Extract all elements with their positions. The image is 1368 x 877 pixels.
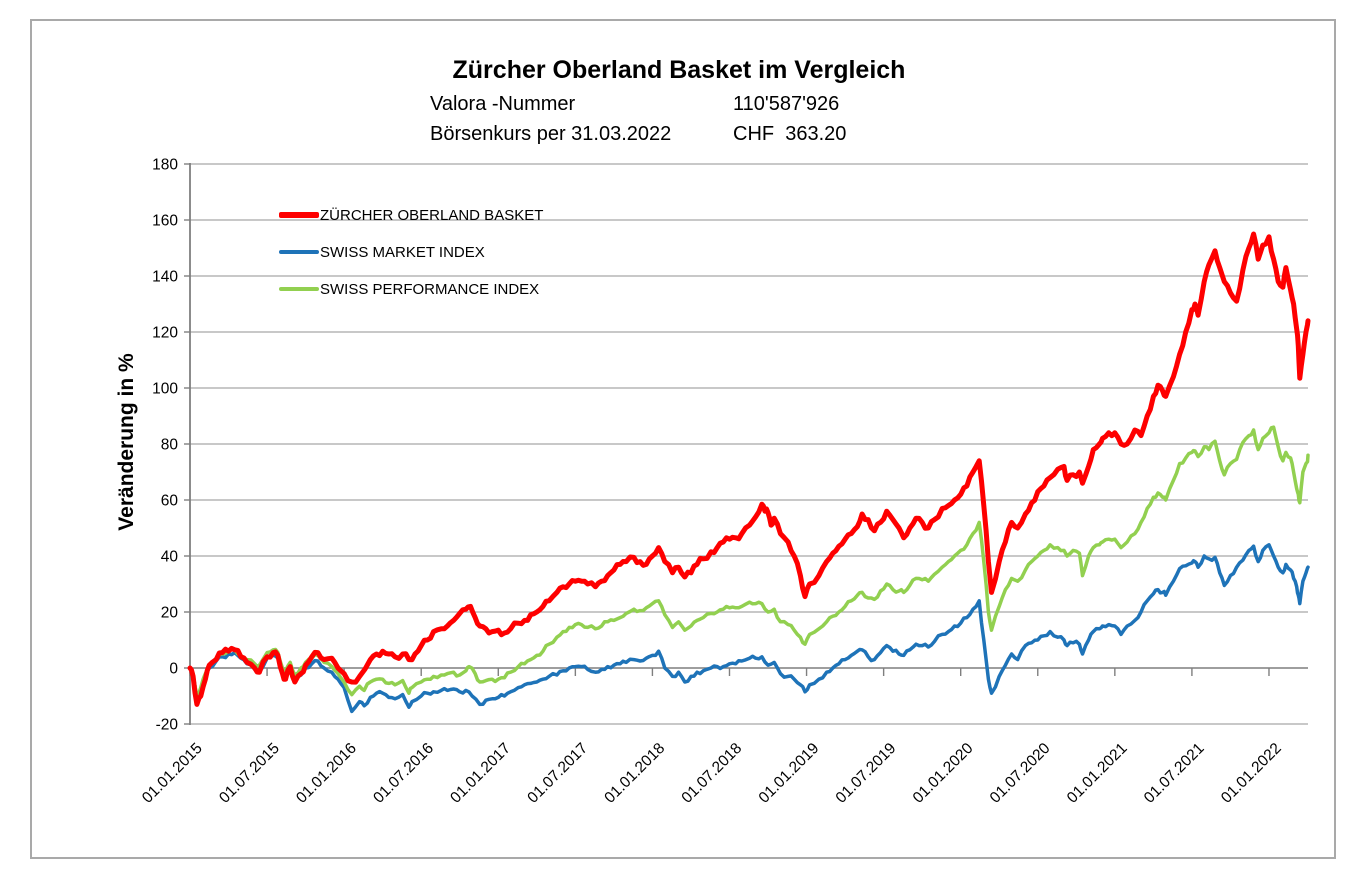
x-tick-label: 01.07.2021 (1141, 740, 1208, 807)
y-tick-label: -20 (156, 717, 179, 734)
x-tick-label: 01.01.2015 (139, 740, 206, 807)
series-line-spi (188, 425, 1310, 698)
y-tick-label: 0 (169, 661, 178, 678)
y-tick-label: 120 (152, 325, 178, 342)
y-tick-label: 140 (152, 269, 178, 286)
x-tick-label: 01.01.2019 (756, 740, 823, 807)
legend-item-spi: SWISS PERFORMANCE INDEX (279, 280, 540, 298)
series-line-smi (188, 543, 1310, 714)
x-tick-label: 01.01.2022 (1218, 740, 1285, 807)
smi-line-swatch (279, 250, 319, 254)
x-tick-label: 01.07.2017 (524, 740, 591, 807)
legend-label-spi: SWISS PERFORMANCE INDEX (320, 280, 540, 298)
x-tick-label: 01.07.2016 (370, 740, 437, 807)
spi-line-swatch (279, 287, 319, 291)
x-tick-label: 01.01.2016 (293, 740, 360, 807)
y-tick-label: 160 (152, 213, 178, 230)
y-tick-label: 40 (161, 549, 179, 566)
legend-item-basket: ZÜRCHER OBERLAND BASKET (279, 206, 544, 224)
chart-title: Zürcher Oberland Basket im Vergleich (452, 56, 906, 84)
y-tick-label: 180 (152, 157, 178, 174)
basket-line-swatch (279, 212, 319, 218)
legend-item-smi: SWISS MARKET INDEX (279, 243, 485, 261)
legend-label-basket: ZÜRCHER OBERLAND BASKET (320, 206, 544, 224)
x-tick-label: 01.01.2021 (1064, 740, 1131, 807)
x-tick-label: 01.01.2020 (910, 740, 977, 807)
x-tick-label: 01.07.2020 (987, 740, 1054, 807)
y-axis-title: Veränderung in % (115, 265, 139, 530)
y-tick-label: 100 (152, 381, 178, 398)
y-tick-label: 60 (161, 493, 179, 510)
series-line-basket (187, 231, 1311, 707)
x-tick-label: 01.07.2018 (678, 740, 745, 807)
y-tick-label: 80 (161, 437, 179, 454)
legend-label-smi: SWISS MARKET INDEX (320, 243, 485, 261)
y-axis-title-text: Veränderung in % (115, 353, 138, 531)
boersenkurs-value: CHF 363.20 (733, 123, 847, 145)
valora-number-value: 110'587'926 (733, 93, 840, 115)
boersenkurs-label: Börsenkurs per 31.03.2022 (430, 123, 672, 145)
x-tick-label: 01.07.2019 (833, 740, 900, 807)
x-tick-label: 01.01.2017 (447, 740, 514, 807)
x-tick-label: 01.07.2015 (216, 740, 283, 807)
y-tick-label: 20 (161, 605, 179, 622)
valora-number-label: Valora -Nummer (430, 93, 576, 115)
x-tick-label: 01.01.2018 (601, 740, 668, 807)
